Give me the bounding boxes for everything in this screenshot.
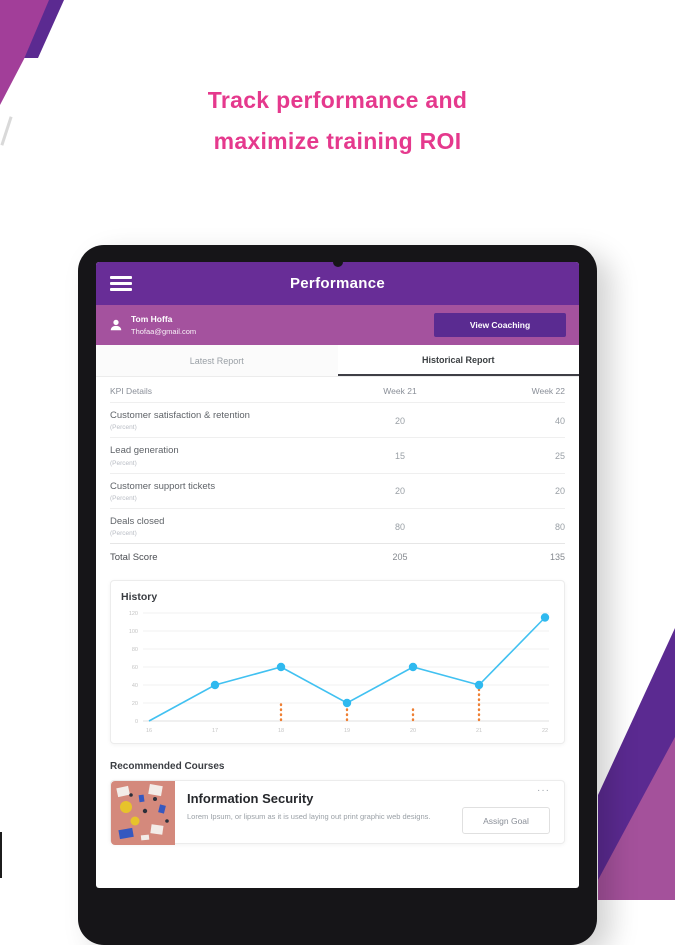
svg-text:80: 80 [132, 647, 138, 653]
app-screen: Performance Tom Hoffa Thofaa@gmail.com V… [96, 262, 579, 888]
svg-text:40: 40 [132, 683, 138, 689]
decorative-edge-line [0, 832, 2, 878]
view-coaching-button[interactable]: View Coaching [434, 313, 566, 337]
kpi-row-label: Customer satisfaction & retention [110, 410, 250, 421]
app-title: Performance [289, 275, 385, 292]
kpi-row-unit: (Percent) [110, 495, 137, 503]
history-card: History 0 20 40 60 80 100 120 16 17 18 19 20 21 22 [110, 580, 565, 745]
kpi-row: Lead generation (Percent) 15 25 [110, 437, 565, 472]
svg-text:20: 20 [410, 728, 416, 734]
user-avatar-icon [110, 319, 122, 331]
kpi-row-label: Lead generation [110, 445, 179, 457]
kpi-week22-value: 20 [554, 486, 565, 497]
headline-line2: maximize training ROI [213, 128, 462, 154]
kpi-row: Deals closed (Percent) 80 80 [110, 508, 565, 543]
user-bar: Tom Hoffa Thofaa@gmail.com View Coaching [96, 305, 579, 345]
kpi-row-unit: (Percent) [110, 459, 137, 467]
column-week-21: Week 21 [383, 386, 417, 396]
svg-text:0: 0 [135, 719, 138, 725]
course-thumbnail-illustration [111, 781, 175, 846]
column-week-22: Week 22 [531, 386, 565, 396]
svg-text:100: 100 [129, 629, 138, 635]
kpi-row-unit: (Percent) [110, 530, 137, 538]
headline-line1: Track performance and [207, 87, 468, 113]
svg-text:120: 120 [129, 611, 138, 617]
kpi-total-row: Total Score 205 135 [110, 543, 565, 570]
course-card[interactable]: Information Security Lorem Ipsum, or lip… [110, 780, 565, 846]
tablet-frame: Performance Tom Hoffa Thofaa@gmail.com V… [78, 245, 597, 945]
svg-text:18: 18 [278, 728, 284, 734]
total-score-label: Total Score [110, 551, 158, 563]
report-tabs: Latest Report Historical Report [96, 345, 579, 377]
kpi-week21-value: 20 [394, 486, 405, 497]
course-thumbnail [111, 781, 175, 846]
course-description: Lorem Ipsum, or lipsum as it is used lay… [187, 812, 431, 822]
user-email: Thofaa@gmail.com [131, 327, 197, 336]
camera-notch [332, 262, 343, 267]
hamburger-menu-button[interactable] [110, 276, 132, 291]
kpi-row: Customer satisfaction & retention (Percen… [110, 402, 565, 437]
kpi-row-unit: (Percent) [110, 424, 137, 432]
svg-text:21: 21 [476, 728, 482, 734]
kpi-table-header: KPI Details Week 21 Week 22 [110, 377, 565, 402]
svg-text:20: 20 [132, 701, 138, 707]
course-options-icon[interactable]: ··· [537, 785, 550, 797]
history-title: History [121, 591, 158, 604]
total-week21-value: 205 [392, 552, 408, 563]
svg-text:17: 17 [212, 728, 218, 734]
kpi-week21-value: 80 [394, 521, 405, 532]
course-body: Information Security Lorem Ipsum, or lip… [175, 781, 564, 843]
kpi-table: KPI Details Week 21 Week 22 Customer sat… [96, 377, 579, 570]
kpi-week22-value: 80 [554, 521, 565, 532]
app-bar: Performance [96, 262, 579, 305]
page-headline: Track performance and maximize training … [0, 80, 675, 162]
course-title: Information Security [187, 791, 314, 807]
tab-historical-report[interactable]: Historical Report [337, 345, 579, 376]
svg-text:60: 60 [132, 665, 138, 671]
recommended-courses-heading: Recommended Courses [110, 761, 225, 773]
kpi-week21-value: 15 [394, 451, 405, 462]
kpi-table-rows: Customer satisfaction & retention (Percen… [110, 402, 565, 543]
total-week22-value: 135 [549, 552, 565, 563]
svg-text:22: 22 [542, 728, 548, 734]
user-meta: Tom Hoffa Thofaa@gmail.com [131, 314, 196, 336]
kpi-row: Customer support tickets (Percent) 20 20 [110, 472, 565, 508]
user-name: Tom Hoffa [131, 314, 173, 324]
svg-text:16: 16 [146, 728, 152, 734]
kpi-row-label: Deals closed [110, 516, 165, 528]
decorative-bottom-right-shapes [575, 620, 675, 900]
kpi-week22-value: 25 [554, 451, 565, 462]
kpi-week21-value: 20 [394, 415, 405, 426]
kpi-week22-value: 40 [554, 415, 565, 426]
assign-goal-button[interactable]: Assign Goal [462, 807, 550, 835]
svg-text:19: 19 [344, 728, 350, 734]
tab-latest-report[interactable]: Latest Report [96, 345, 338, 376]
kpi-row-label: Customer support tickets [110, 480, 216, 492]
column-kpi-details: KPI Details [110, 386, 153, 396]
history-line-chart: 0 20 40 60 80 100 120 16 17 18 19 20 21 22 [129, 611, 550, 734]
